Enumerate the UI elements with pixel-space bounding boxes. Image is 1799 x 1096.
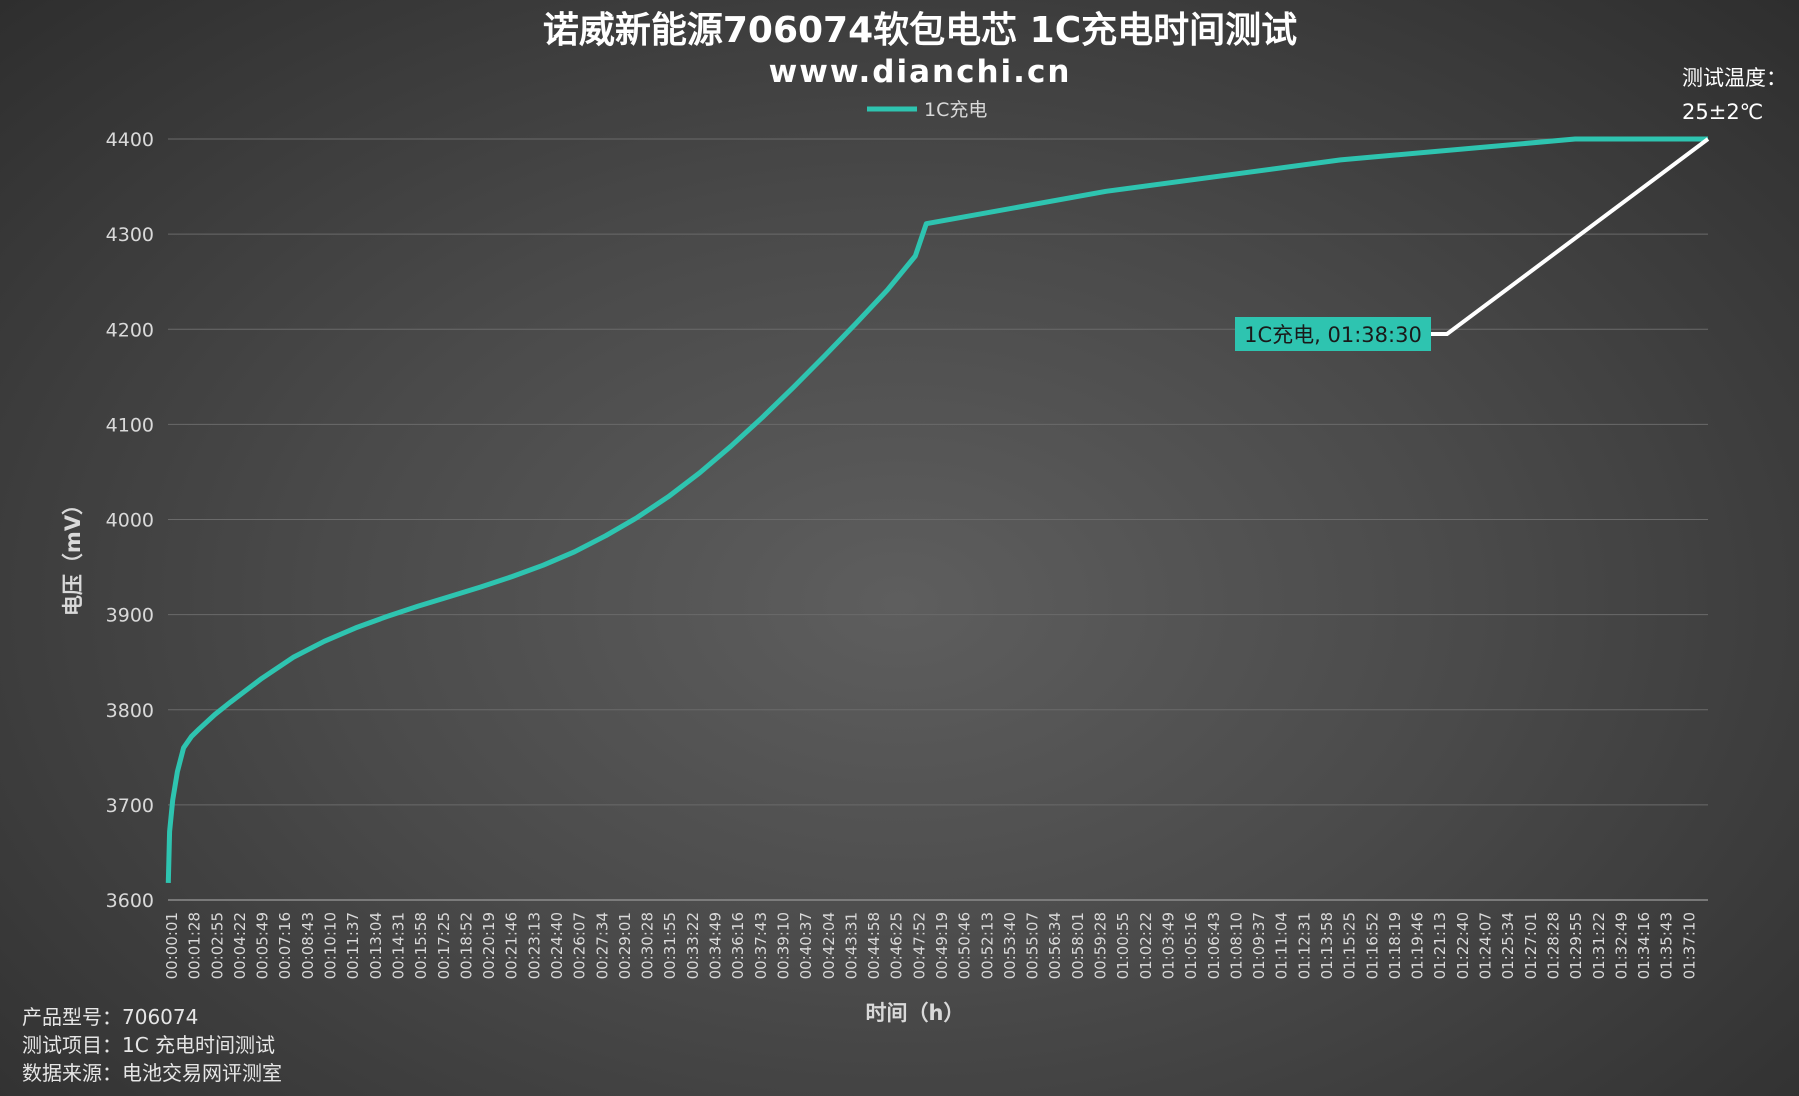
x-tick-label: 00:10:10 (322, 912, 340, 979)
x-tick-label: 00:39:10 (774, 912, 792, 979)
x-tick-label: 00:40:37 (797, 912, 815, 979)
x-tick-label: 01:37:10 (1680, 912, 1698, 979)
y-tick-label: 4200 (106, 319, 154, 341)
x-tick-label: 01:15:25 (1341, 912, 1359, 979)
y-tick-label: 3600 (106, 890, 154, 912)
y-tick-label: 4400 (106, 129, 154, 151)
x-tick-label: 00:07:16 (276, 912, 294, 979)
x-tick-label: 01:35:43 (1658, 912, 1676, 979)
x-tick-label: 00:04:22 (231, 912, 249, 979)
x-tick-label: 00:46:25 (888, 912, 906, 979)
y-tick-label: 3700 (106, 795, 154, 817)
x-tick-label: 00:02:55 (208, 912, 226, 979)
x-tick-label: 01:02:22 (1137, 912, 1155, 979)
chart-title: 诺威新能源706074软包电芯 1C充电时间测试 (543, 10, 1297, 51)
series-line-1c-charge (165, 136, 1708, 883)
x-tick-label: 00:20:19 (480, 912, 498, 979)
x-tick-label: 01:03:49 (1159, 912, 1177, 979)
x-tick-label: 00:17:25 (435, 912, 453, 979)
x-tick-label: 00:00:01 (163, 912, 181, 979)
x-tick-label: 01:00:55 (1114, 912, 1132, 979)
x-tick-label: 01:25:34 (1499, 912, 1517, 979)
x-tick-label: 00:30:28 (639, 912, 657, 979)
callout-label: 1C充电, 01:38:30 (1244, 323, 1422, 347)
legend: 1C充电 (867, 99, 987, 121)
x-tick-label: 01:09:37 (1250, 912, 1268, 979)
x-tick-label: 00:01:28 (186, 912, 204, 979)
y-tick-label: 4100 (106, 414, 154, 436)
x-tick-label: 01:31:22 (1590, 912, 1608, 979)
x-tick-label: 01:05:16 (1182, 912, 1200, 979)
y-tick-label: 3900 (106, 605, 154, 627)
x-tick-label: 00:18:52 (457, 912, 475, 979)
y-gridlines (168, 138, 1708, 901)
product-model: 产品型号：706074 (22, 1005, 199, 1029)
x-tick-label: 00:23:13 (525, 912, 543, 979)
x-tick-label: 00:13:04 (367, 912, 385, 979)
x-tick-label: 01:21:13 (1431, 912, 1449, 979)
x-tick-label: 00:24:40 (548, 912, 566, 979)
x-tick-label: 00:29:01 (616, 912, 634, 979)
annotation-callout: 1C充电, 01:38:30 (1235, 137, 1710, 351)
x-tick-label: 01:32:49 (1612, 912, 1630, 979)
x-tick-label: 00:08:43 (299, 912, 317, 979)
x-tick-label: 00:33:22 (684, 912, 702, 979)
temperature-note-value: 25±2℃ (1682, 100, 1764, 124)
x-tick-label: 00:26:07 (571, 912, 589, 979)
x-tick-label: 00:47:52 (910, 912, 928, 979)
x-tick-label: 01:22:40 (1454, 912, 1472, 979)
x-tick-label: 00:37:43 (752, 912, 770, 979)
data-source: 数据来源：电池交易网评测室 (22, 1061, 282, 1085)
x-tick-label: 01:24:07 (1477, 912, 1495, 979)
x-tick-label: 01:29:55 (1567, 912, 1585, 979)
x-tick-label: 00:21:46 (503, 912, 521, 979)
y-tick-label: 4300 (106, 224, 154, 246)
x-tick-label: 00:55:07 (1024, 912, 1042, 979)
x-tick-label: 00:44:58 (865, 912, 883, 979)
x-tick-label: 00:53:40 (1001, 912, 1019, 979)
x-tick-label: 01:12:31 (1295, 912, 1313, 979)
x-tick-label: 00:43:31 (842, 912, 860, 979)
x-tick-label: 00:42:04 (820, 912, 838, 979)
x-tick-label: 00:15:58 (412, 912, 430, 979)
x-tick-label: 00:31:55 (661, 912, 679, 979)
y-tick-label: 4000 (106, 510, 154, 532)
chart-subtitle: www.dianchi.cn (769, 54, 1072, 90)
x-tick-label: 01:11:04 (1273, 912, 1291, 979)
callout-leader-line (1431, 137, 1710, 336)
x-tick-label: 00:59:28 (1092, 912, 1110, 979)
x-tick-label: 00:58:01 (1069, 912, 1087, 979)
x-tick-label: 00:14:31 (389, 912, 407, 979)
x-tick-label: 01:18:19 (1386, 912, 1404, 979)
x-tick-label: 01:16:52 (1363, 912, 1381, 979)
x-tick-label: 01:06:43 (1205, 912, 1223, 979)
temperature-note-label: 测试温度： (1682, 66, 1787, 90)
callout-label-box (1235, 317, 1431, 351)
x-tick-label: 00:11:37 (344, 912, 362, 979)
x-tick-label: 01:34:16 (1635, 912, 1653, 979)
x-tick-label: 00:50:46 (956, 912, 974, 979)
x-tick-label: 00:05:49 (254, 912, 272, 979)
x-tick-label: 00:36:16 (729, 912, 747, 979)
x-tick-label: 00:56:34 (1046, 912, 1064, 979)
x-tick-label: 00:34:49 (707, 912, 725, 979)
x-tick-label: 01:19:46 (1409, 912, 1427, 979)
x-tick-label: 00:52:13 (978, 912, 996, 979)
x-tick-label: 00:49:19 (933, 912, 951, 979)
temperature-note: 测试温度： 25±2℃ (1682, 64, 1787, 126)
y-axis-ticks: 3600 3700 3800 3900 4000 4100 4200 4300 4400 (106, 129, 154, 912)
x-tick-label: 01:13:58 (1318, 912, 1336, 979)
x-tick-label: 01:28:28 (1544, 912, 1562, 979)
x-tick-label: 01:08:10 (1227, 912, 1245, 979)
x-axis-title: 时间（h） (866, 1001, 965, 1025)
test-info: 产品型号：706074 测试项目：1C 充电时间测试 数据来源：电池交易网评测室 (22, 1003, 282, 1087)
legend-label: 1C充电 (924, 99, 987, 121)
x-axis-ticks: 00:00:01 00:01:28 00:02:55 00:04:22 00:05:49… (163, 912, 1698, 979)
y-axis-title: 电压（mV） (61, 494, 85, 616)
test-item: 测试项目：1C 充电时间测试 (22, 1033, 276, 1057)
x-tick-label: 00:27:34 (593, 912, 611, 979)
x-tick-label: 01:27:01 (1522, 912, 1540, 979)
y-tick-label: 3800 (106, 700, 154, 722)
